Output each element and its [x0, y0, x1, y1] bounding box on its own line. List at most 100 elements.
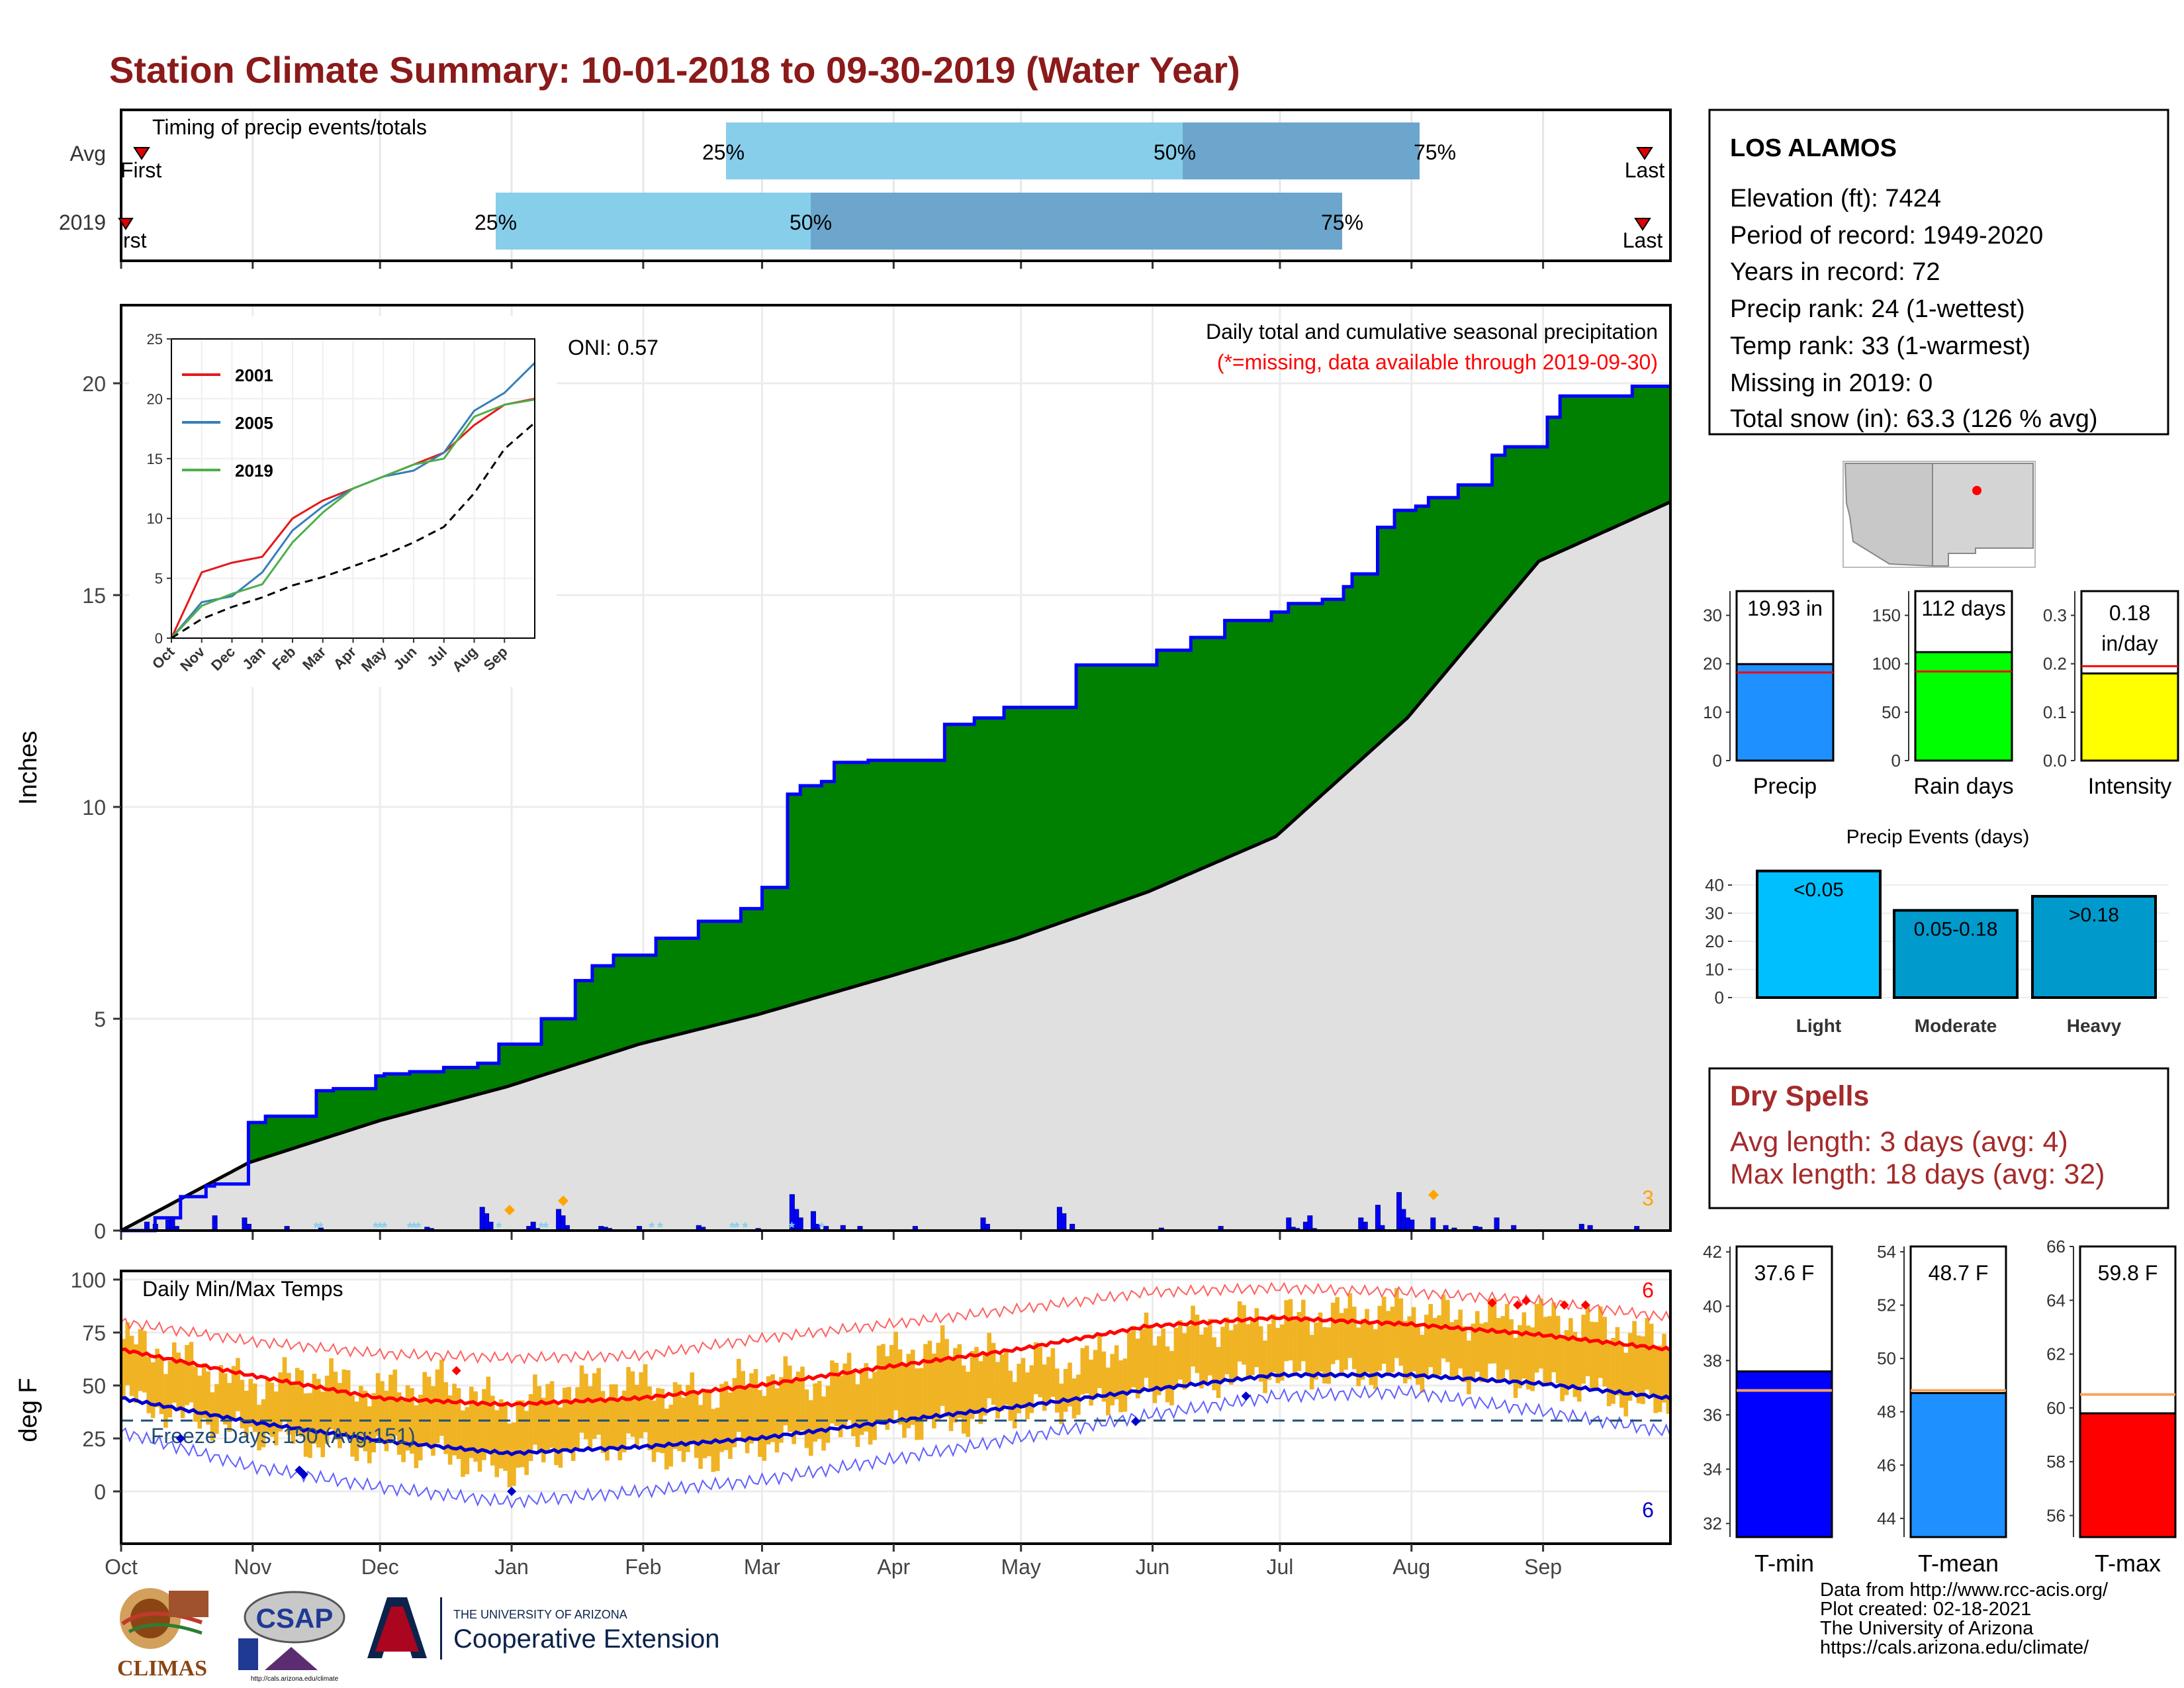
- daily-temp-bar: [452, 1383, 457, 1456]
- daily-temp-bar: [1182, 1333, 1187, 1390]
- daily-temp-bar: [1356, 1327, 1361, 1387]
- station-name: LOS ALAMOS: [1730, 134, 1897, 162]
- mini-bar-chart-intensity: 0.0 0.1 0.2 0.3 0.18 in/day Intensity: [2043, 590, 2179, 799]
- record-low-marker: [298, 1470, 308, 1479]
- daily-temp-bar: [150, 1362, 156, 1419]
- daily-temp-bar: [1297, 1312, 1302, 1372]
- daily-temp-bar: [1657, 1345, 1662, 1413]
- daily-temp-bar: [316, 1379, 321, 1448]
- daily-temp-bar: [1645, 1318, 1650, 1390]
- snow-marker: *: [496, 1219, 502, 1236]
- credit-line-url: https://cals.arizona.edu/climate/: [1820, 1637, 2089, 1658]
- daily-temp-bar: [1050, 1348, 1056, 1397]
- daily-temp-bar: [299, 1370, 304, 1437]
- events-category-label: Light: [1796, 1015, 1841, 1036]
- daily-temp-bar: [859, 1368, 864, 1435]
- daily-temp-bar: [617, 1400, 623, 1461]
- daily-temp-bar: [558, 1407, 563, 1468]
- precip-y-tick-label: 20: [82, 372, 106, 396]
- oni-label: ONI: 0.57: [568, 336, 659, 359]
- daily-temp-bar: [134, 1344, 138, 1403]
- daily-temp-bar: [1649, 1323, 1654, 1395]
- temp-x-axis: Oct Nov Dec Jan Feb Mar Apr May Jun Jul Aug Sep: [105, 1544, 1562, 1579]
- daily-temp-bar: [1437, 1315, 1441, 1376]
- daily-temp-bar: [1377, 1305, 1383, 1371]
- daily-temp-bar: [1275, 1327, 1281, 1383]
- daily-temp-bar: [422, 1372, 427, 1443]
- daily-temp-bar: [350, 1395, 355, 1457]
- daily-temp-bar: [915, 1368, 919, 1440]
- daily-temp-bar: [932, 1353, 936, 1429]
- inset-y-tick-label: 10: [147, 510, 163, 527]
- daily-temp-bar: [664, 1409, 669, 1470]
- daily-temp-bar: [881, 1344, 886, 1420]
- temp-summary-tick-label: 54: [1877, 1242, 1896, 1262]
- timing-avg-q50: 50%: [1154, 140, 1196, 164]
- daily-temp-bar: [439, 1359, 444, 1436]
- daily-temp-bar: [1068, 1362, 1072, 1407]
- ua-logo-graphic: THE UNIVERSITY OF ARIZONA Cooperative Ex…: [367, 1597, 719, 1660]
- temp-summary-tick-label: 56: [2046, 1505, 2066, 1525]
- daily-temp-bar: [1653, 1346, 1658, 1413]
- daily-temp-bar: [1351, 1306, 1357, 1370]
- daily-temp-bar: [838, 1376, 843, 1438]
- daily-temp-bar: [176, 1352, 181, 1411]
- record-high-marker: [1580, 1300, 1590, 1310]
- daily-temp-bar: [1398, 1298, 1404, 1366]
- daily-temp-bar: [1042, 1364, 1047, 1411]
- daily-temp-bar: [1309, 1335, 1314, 1389]
- daily-temp-bar: [600, 1391, 606, 1453]
- daily-temp-bar: [948, 1356, 954, 1431]
- daily-temp-bar: [897, 1349, 903, 1425]
- daily-temp-bar: [1135, 1338, 1140, 1399]
- daily-temp-bar: [477, 1403, 482, 1472]
- daily-temp-bar: [758, 1389, 762, 1457]
- locator-map: [1843, 461, 2036, 568]
- legend-label-2019: 2019: [235, 461, 273, 481]
- daily-temp-bar: [1220, 1327, 1225, 1382]
- daily-temp-bar: [991, 1342, 996, 1405]
- daily-temp-bar: [1195, 1315, 1200, 1374]
- daily-temp-bar: [1254, 1308, 1259, 1368]
- daily-temp-bar: [609, 1384, 614, 1448]
- month-tick-label: Feb: [625, 1555, 661, 1579]
- daily-temp-bar: [1271, 1314, 1276, 1372]
- daily-temp-bar: [1534, 1303, 1539, 1373]
- events-tick-label: 40: [1705, 875, 1724, 895]
- daily-temp-bar: [528, 1394, 533, 1462]
- daily-temp-bar: [825, 1385, 831, 1443]
- precip-y-tick-label: 0: [94, 1219, 106, 1243]
- daily-temp-bar: [1335, 1297, 1340, 1360]
- inset-y-tick-label: 20: [147, 391, 163, 407]
- daily-temp-bar: [698, 1405, 703, 1469]
- dry-spells-avg: Avg length: 3 days (avg: 4): [1730, 1126, 2068, 1158]
- snow-marker: *: [657, 1219, 663, 1236]
- daily-temp-bar: [482, 1389, 486, 1460]
- daily-temp-bar: [1076, 1374, 1081, 1415]
- daily-temp-bar: [1525, 1325, 1531, 1389]
- snow-marker: *: [649, 1219, 655, 1236]
- precip-y-tick-label: 15: [82, 584, 106, 608]
- map-new-mexico: [1932, 463, 2034, 567]
- daily-temp-bar: [516, 1400, 521, 1468]
- daily-temp-bar: [333, 1372, 338, 1440]
- daily-temp-bar: [236, 1358, 240, 1411]
- daily-temp-bar: [1467, 1340, 1471, 1395]
- mini-bar-value: [1735, 663, 1835, 762]
- snow-marker: *: [734, 1219, 740, 1236]
- temp-summary-bar: [1909, 1392, 2007, 1538]
- daily-temp-bar: [893, 1331, 898, 1411]
- daily-temp-bar: [295, 1368, 300, 1434]
- record-high-marker: [1487, 1298, 1497, 1308]
- daily-temp-bar: [146, 1356, 152, 1413]
- temp-summary-tick-label: 48: [1877, 1402, 1896, 1422]
- temp-summary-value-label: 37.6 F: [1754, 1261, 1815, 1285]
- month-tick-label: Apr: [877, 1555, 910, 1579]
- daily-temp-bar: [1641, 1336, 1645, 1405]
- daily-temp-bar: [252, 1383, 257, 1432]
- daily-temp-bar: [1424, 1315, 1429, 1376]
- temp-summary-tick-label: 32: [1703, 1513, 1722, 1533]
- mini-bar-tick-label: 0.0: [2043, 751, 2067, 771]
- daily-temp-bar: [605, 1400, 610, 1461]
- inset-y-tick-label: 0: [155, 630, 163, 647]
